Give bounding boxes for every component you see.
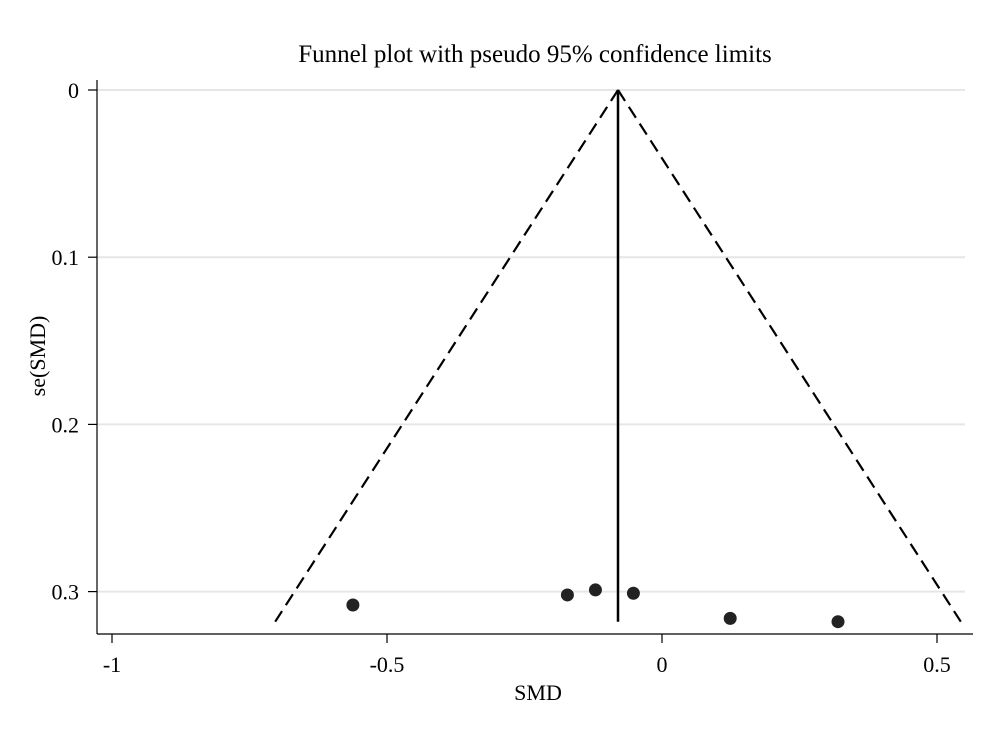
- x-tick-label: -0.5: [370, 652, 405, 677]
- study-point: [831, 615, 845, 629]
- study-point: [560, 588, 574, 602]
- study-point: [588, 583, 602, 597]
- y-tick-label: 0.3: [52, 580, 80, 605]
- y-axis-title: se(SMD): [25, 316, 50, 397]
- study-point: [626, 586, 640, 600]
- lower-confidence-limit: [274, 89, 619, 623]
- study-points: [346, 583, 845, 629]
- x-tick-label: -1: [103, 652, 121, 677]
- chart-title: Funnel plot with pseudo 95% confidence l…: [298, 41, 772, 68]
- x-tick-label: 0.5: [923, 652, 951, 677]
- axes: [96, 80, 973, 635]
- confidence-limits: [274, 89, 962, 623]
- upper-confidence-limit: [617, 89, 962, 623]
- y-tick-label: 0.1: [52, 245, 80, 270]
- gridlines: [97, 89, 965, 593]
- axis-ticks: 0 0.1 0.2 0.3 -1 -0.5 0 0.5: [52, 78, 951, 677]
- y-tick-label: 0: [68, 78, 79, 103]
- x-tick-label: 0: [657, 652, 668, 677]
- y-tick-label: 0.2: [52, 412, 80, 437]
- x-axis-title: SMD: [514, 680, 562, 705]
- study-point: [346, 598, 360, 612]
- study-point: [723, 611, 737, 625]
